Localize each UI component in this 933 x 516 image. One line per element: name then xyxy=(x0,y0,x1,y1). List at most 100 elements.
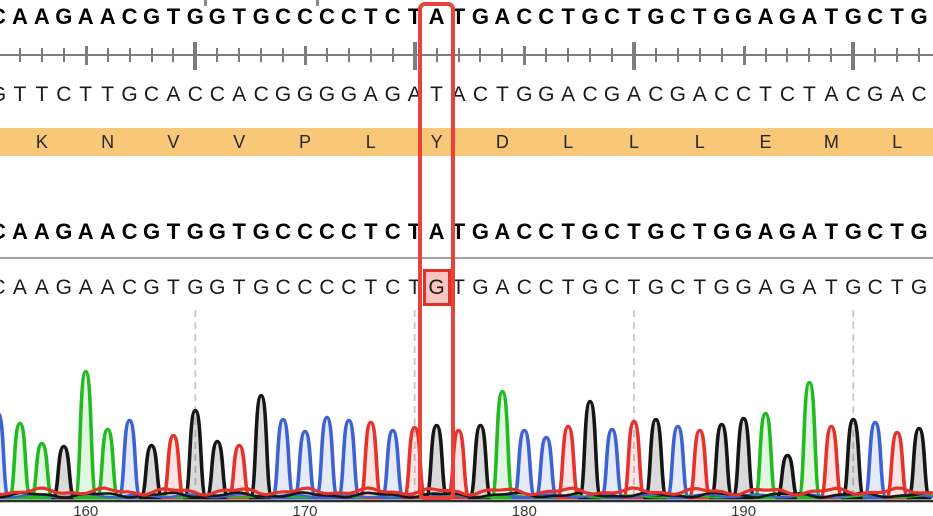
base-letter[interactable]: G xyxy=(252,276,270,299)
base-letter[interactable]: A xyxy=(428,4,445,29)
base-letter[interactable]: C xyxy=(209,83,225,106)
base-letter[interactable]: C xyxy=(648,83,664,106)
base-letter[interactable]: C xyxy=(0,3,6,31)
base-letter[interactable]: T xyxy=(451,4,466,29)
base-letter[interactable]: A xyxy=(801,4,818,29)
base-letter[interactable]: G xyxy=(516,83,533,106)
mismatch-base-highlight[interactable] xyxy=(423,269,452,306)
base-letter[interactable]: C xyxy=(187,83,203,106)
base-letter[interactable]: G xyxy=(121,83,138,106)
base-letter[interactable]: T xyxy=(232,276,246,299)
base-letter[interactable]: C xyxy=(736,83,752,106)
base-letter[interactable]: G xyxy=(252,219,270,244)
base-letter[interactable]: C xyxy=(121,4,138,29)
base-letter[interactable]: G xyxy=(603,83,621,106)
base-letter[interactable]: C xyxy=(538,219,555,244)
base-letter[interactable]: A xyxy=(495,276,510,299)
base-letter[interactable]: G xyxy=(845,276,862,299)
base-letter[interactable]: G xyxy=(844,4,862,29)
base-letter[interactable]: C xyxy=(472,83,489,106)
base-letter[interactable]: G xyxy=(472,276,489,299)
base-letter[interactable]: C xyxy=(253,83,269,106)
base-letter[interactable]: C xyxy=(275,276,291,299)
base-letter[interactable]: A xyxy=(12,276,27,299)
base-letter[interactable]: G xyxy=(428,276,445,299)
base-letter[interactable]: C xyxy=(297,4,313,29)
base-letter[interactable]: G xyxy=(647,4,665,29)
base-letter[interactable]: G xyxy=(186,219,204,244)
base-letter[interactable]: G xyxy=(142,4,161,29)
base-letter[interactable]: G xyxy=(55,219,73,244)
base-letter[interactable]: T xyxy=(232,219,246,244)
base-letter[interactable]: C xyxy=(121,219,138,244)
base-letter[interactable]: G xyxy=(274,83,292,106)
base-letter[interactable]: G xyxy=(142,219,161,244)
base-letter[interactable]: T xyxy=(693,276,707,299)
base-letter[interactable]: C xyxy=(340,219,357,244)
base-letter[interactable]: T xyxy=(101,83,115,106)
base-letter[interactable]: G xyxy=(296,83,314,106)
base-letter[interactable]: G xyxy=(735,276,752,299)
base-letter[interactable]: T xyxy=(890,276,904,299)
base-letter[interactable]: C xyxy=(516,276,532,299)
base-letter[interactable]: G xyxy=(778,4,797,29)
base-letter[interactable]: C xyxy=(538,276,554,299)
base-letter[interactable]: G xyxy=(208,219,226,244)
base-letter[interactable]: C xyxy=(384,4,401,29)
base-letter[interactable]: A xyxy=(802,276,817,299)
base-letter[interactable]: G xyxy=(735,4,753,29)
base-letter[interactable]: G xyxy=(669,83,686,106)
base-letter[interactable]: G xyxy=(910,4,928,29)
base-letter[interactable]: C xyxy=(0,218,6,246)
base-letter[interactable]: G xyxy=(844,219,862,244)
base-letter[interactable]: G xyxy=(186,4,204,29)
base-letter[interactable]: C xyxy=(604,219,620,244)
base-letter[interactable]: G xyxy=(647,276,665,299)
base-letter[interactable]: C xyxy=(867,276,883,299)
base-letter[interactable]: T xyxy=(495,83,509,106)
base-letter[interactable]: C xyxy=(275,4,292,29)
base-letter[interactable]: T xyxy=(890,219,904,244)
base-letter[interactable]: T xyxy=(561,219,575,244)
base-letter[interactable]: T xyxy=(759,83,772,106)
base-letter[interactable]: G xyxy=(208,4,226,29)
base-letter[interactable]: G xyxy=(318,83,336,106)
base-letter[interactable]: C xyxy=(582,83,598,106)
base-letter[interactable]: C xyxy=(779,83,796,106)
base-letter[interactable]: C xyxy=(714,83,730,106)
base-letter[interactable]: C xyxy=(318,219,335,244)
base-letter[interactable]: A xyxy=(11,219,28,244)
base-letter[interactable]: A xyxy=(33,4,50,29)
base-letter[interactable]: A xyxy=(692,83,707,106)
base-letter[interactable]: C xyxy=(340,4,357,29)
base-letter[interactable]: T xyxy=(451,219,466,244)
base-letter[interactable]: A xyxy=(494,4,511,29)
base-letter[interactable]: T xyxy=(430,83,444,106)
base-letter[interactable]: C xyxy=(384,219,401,244)
base-letter[interactable]: G xyxy=(713,4,731,29)
base-letter[interactable]: C xyxy=(318,4,335,29)
base-letter[interactable]: A xyxy=(758,276,773,299)
base-letter[interactable]: G xyxy=(384,83,401,106)
base-letter[interactable]: G xyxy=(471,4,490,29)
base-letter[interactable]: G xyxy=(581,4,599,29)
base-letter[interactable]: C xyxy=(670,276,686,299)
base-letter[interactable]: C xyxy=(385,276,401,299)
base-letter[interactable]: A xyxy=(824,83,839,106)
base-letter[interactable]: T xyxy=(407,4,422,29)
base-letter[interactable]: T xyxy=(452,276,465,299)
base-letter[interactable]: G xyxy=(910,276,928,299)
base-letter[interactable]: G xyxy=(0,81,6,109)
base-letter[interactable]: A xyxy=(757,4,774,29)
base-letter[interactable]: T xyxy=(824,4,839,29)
base-letter[interactable]: G xyxy=(187,276,204,299)
base-letter[interactable]: A xyxy=(801,219,818,244)
base-letter[interactable]: T xyxy=(693,4,707,29)
base-letter[interactable]: A xyxy=(99,219,116,244)
base-letter[interactable]: C xyxy=(121,276,138,299)
base-letter[interactable]: G xyxy=(581,276,599,299)
base-letter[interactable]: G xyxy=(735,219,753,244)
base-letter[interactable]: T xyxy=(627,219,641,244)
base-letter[interactable]: T xyxy=(561,276,575,299)
base-letter[interactable]: C xyxy=(669,4,686,29)
